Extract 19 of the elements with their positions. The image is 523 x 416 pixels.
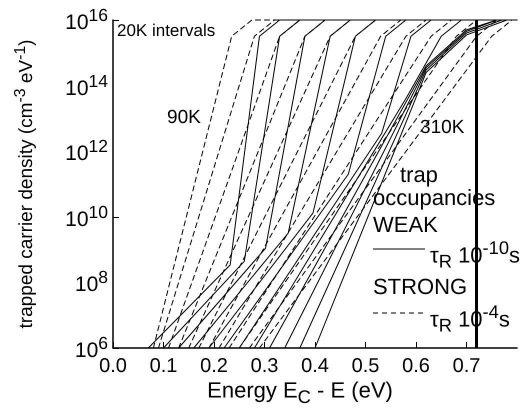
x-axis-title: Energy E$_{C}$ - E (eV) <box>207 378 393 408</box>
y-tick-label: 10$^{10}$ <box>65 202 108 231</box>
y-tick-label: 10$^{16}$ <box>64 4 108 34</box>
y-tick-label: 10$^{14}$ <box>65 70 108 100</box>
x-tick-label: 0.6 <box>402 355 430 377</box>
annotation: 310K <box>420 117 464 139</box>
y-tick-label: 10$^{12}$ <box>65 136 108 166</box>
x-tick-label: 0.2 <box>200 355 228 377</box>
x-tick-label: 0.4 <box>301 355 329 377</box>
y-tick-label: 10$^{8}$ <box>74 267 108 296</box>
annotation: STRONG <box>373 274 468 300</box>
annotation: WEAK <box>373 212 438 238</box>
annotation: trap <box>400 162 438 188</box>
annotation: 90K <box>167 107 201 129</box>
x-tick-label: 0.3 <box>250 355 278 377</box>
x-tick-label: 0.1 <box>150 355 178 377</box>
x-tick-label: 0.7 <box>452 355 480 377</box>
x-tick-label: 0.5 <box>352 355 380 377</box>
annotation: 20K intervals <box>117 21 216 41</box>
